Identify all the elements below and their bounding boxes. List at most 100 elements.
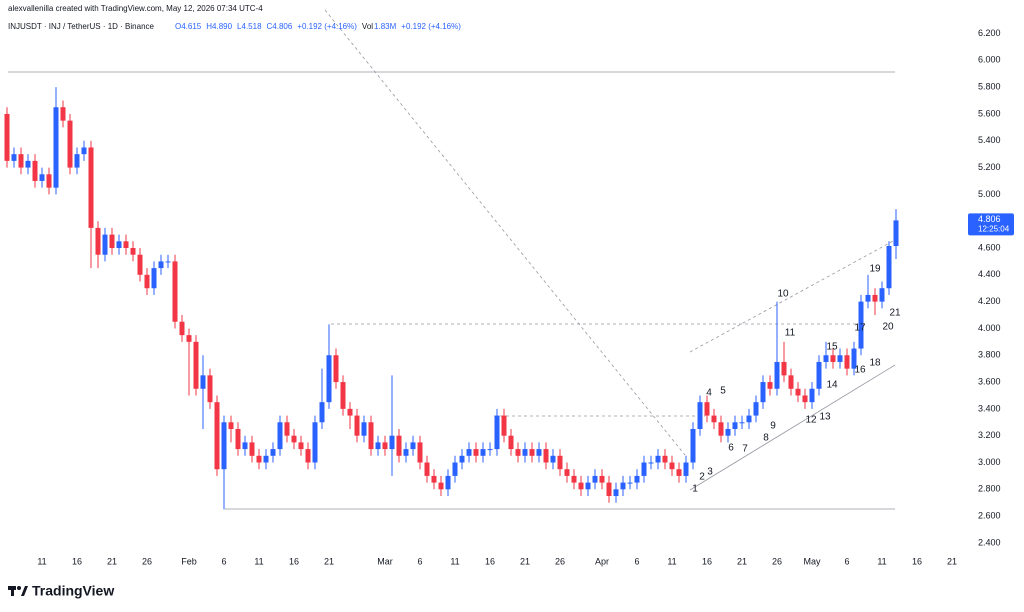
- candle-body: [242, 442, 248, 450]
- wave-label: 17: [854, 323, 866, 334]
- candle-body: [634, 475, 640, 483]
- wave-label: 3: [707, 467, 713, 478]
- candle-body: [557, 455, 563, 470]
- wave-label: 20: [882, 322, 894, 333]
- candle-body: [256, 455, 262, 463]
- x-tick-label: 16: [289, 556, 299, 566]
- candle-body: [655, 455, 661, 463]
- x-tick-label: 21: [324, 556, 334, 566]
- dashed-trendline: [324, 9, 686, 456]
- candle-body: [858, 301, 864, 349]
- candle-body: [893, 220, 899, 246]
- candle-body: [851, 348, 857, 369]
- wave-label: 1: [692, 484, 698, 495]
- x-tick-label: 26: [142, 556, 152, 566]
- wave-label: 5: [720, 386, 726, 397]
- y-tick-label: 5.800: [978, 82, 1001, 92]
- y-tick-label: 3.200: [978, 430, 1001, 440]
- candle-body: [683, 462, 689, 476]
- candle-body: [172, 261, 178, 322]
- candle-body: [291, 435, 297, 443]
- wave-label: 14: [826, 380, 838, 391]
- volume-label: Vol: [362, 22, 373, 31]
- candle-body: [389, 435, 395, 450]
- x-tick-label: 21: [520, 556, 530, 566]
- x-tick-label: 11: [877, 556, 886, 566]
- candle-body: [732, 422, 738, 429]
- candle-body: [46, 174, 52, 188]
- candle-body: [578, 482, 584, 490]
- candle-body: [102, 234, 108, 255]
- candle-body: [333, 355, 339, 383]
- candle-body: [354, 415, 360, 436]
- candle-body: [599, 475, 605, 483]
- x-tick-label: 21: [107, 556, 117, 566]
- candle-body: [641, 462, 647, 476]
- candle-body: [298, 442, 304, 450]
- candle-body: [417, 442, 423, 463]
- wave-label: 10: [777, 289, 789, 300]
- x-tick-label: 16: [702, 556, 712, 566]
- x-tick-label: 6: [417, 556, 422, 566]
- candle-body: [25, 160, 31, 168]
- candle-body: [844, 355, 850, 369]
- y-tick-label: 3.400: [978, 403, 1001, 413]
- candle-body: [277, 422, 283, 450]
- wave-label: 11: [785, 328, 796, 339]
- candle-body: [396, 435, 402, 456]
- brand: TradingView: [32, 583, 114, 599]
- wave-label: 13: [819, 412, 831, 423]
- candle-body: [816, 361, 822, 389]
- candle-body: [466, 449, 472, 456]
- x-tick-label: 11: [667, 556, 676, 566]
- y-tick-label: 5.400: [978, 135, 1001, 145]
- candle-body: [137, 254, 143, 275]
- candle-body: [207, 375, 213, 403]
- candle-body: [781, 361, 787, 376]
- candle-body: [865, 294, 871, 302]
- y-tick-label: 4.400: [978, 269, 1001, 279]
- y-tick-label: 3.000: [978, 457, 1001, 467]
- candle-body: [795, 388, 801, 396]
- candle-body: [4, 113, 10, 161]
- candle-body: [81, 147, 87, 155]
- y-tick-label: 4.600: [978, 242, 1001, 252]
- candle-body: [515, 449, 521, 456]
- candle-body: [473, 449, 479, 456]
- x-tick-label: 11: [450, 556, 459, 566]
- candle-body: [431, 475, 437, 483]
- candle-body: [879, 288, 885, 302]
- candle-body: [193, 341, 199, 389]
- ohlc-label: C4.806: [267, 22, 293, 31]
- candle-body: [284, 422, 290, 436]
- candle-body: [480, 449, 486, 456]
- candle-body: [767, 382, 773, 389]
- header: alexvallenilla created with TradingView.…: [8, 4, 263, 13]
- candle-body: [270, 449, 276, 456]
- tv-logo: [8, 586, 28, 596]
- candle-body: [585, 482, 591, 490]
- ohlc-label: O4.615: [175, 22, 202, 31]
- wave-label: 21: [889, 308, 901, 319]
- candle-body: [228, 422, 234, 429]
- candle-body: [487, 449, 493, 451]
- candle-body: [501, 415, 507, 436]
- wave-label: 4: [706, 388, 712, 399]
- candle-body: [564, 469, 570, 476]
- candle-body: [739, 422, 745, 424]
- candle-body: [536, 449, 542, 456]
- candle-body: [123, 241, 129, 249]
- candle-body: [235, 428, 241, 450]
- x-tick-label: 26: [555, 556, 565, 566]
- candle-body: [249, 442, 255, 456]
- candle-body: [459, 455, 465, 463]
- candle-body: [725, 428, 731, 436]
- y-tick-label: 5.600: [978, 108, 1001, 118]
- candle-body: [179, 321, 185, 336]
- candle-body: [592, 475, 598, 483]
- wave-label: 12: [805, 415, 817, 426]
- candle-body: [690, 428, 696, 463]
- y-tick-label: 3.800: [978, 350, 1001, 360]
- candle-body: [60, 107, 66, 121]
